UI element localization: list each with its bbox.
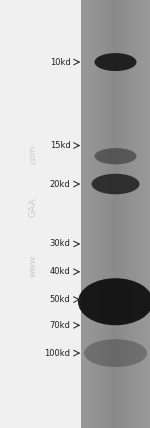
Text: 15kd: 15kd	[50, 141, 70, 150]
Bar	[103, 0, 104, 428]
Text: 70kd: 70kd	[50, 321, 70, 330]
Bar	[119, 0, 120, 428]
Bar	[102, 0, 103, 428]
Text: 10kd: 10kd	[50, 57, 70, 67]
Bar	[136, 0, 137, 428]
Bar	[83, 0, 84, 428]
Bar	[97, 0, 98, 428]
Bar	[138, 0, 140, 428]
Bar	[114, 0, 116, 428]
Text: 50kd: 50kd	[50, 295, 70, 304]
Bar	[109, 0, 110, 428]
Bar	[129, 0, 130, 428]
Bar	[96, 0, 97, 428]
Text: GAA.: GAA.	[28, 194, 38, 217]
Bar	[141, 0, 142, 428]
Bar	[140, 0, 141, 428]
Bar	[118, 0, 119, 428]
Bar	[82, 0, 83, 428]
Bar	[104, 0, 105, 428]
Bar	[105, 0, 106, 428]
Bar	[124, 0, 125, 428]
Bar	[121, 0, 122, 428]
Bar	[93, 0, 94, 428]
Ellipse shape	[78, 278, 150, 325]
Bar	[106, 0, 107, 428]
Text: 20kd: 20kd	[50, 179, 70, 189]
Bar	[86, 0, 87, 428]
Bar	[94, 0, 95, 428]
Bar	[107, 0, 109, 428]
Bar	[137, 0, 138, 428]
Text: 100kd: 100kd	[45, 348, 70, 358]
Bar	[127, 0, 128, 428]
Text: 30kd: 30kd	[50, 239, 70, 249]
Bar	[100, 0, 102, 428]
Ellipse shape	[94, 148, 136, 164]
Bar	[122, 0, 124, 428]
Text: com: com	[28, 145, 38, 163]
Bar	[147, 0, 148, 428]
Bar	[134, 0, 135, 428]
Bar	[130, 0, 132, 428]
Bar	[98, 0, 99, 428]
Ellipse shape	[92, 174, 140, 194]
Bar	[144, 0, 145, 428]
Bar	[120, 0, 121, 428]
Bar	[145, 0, 147, 428]
Bar	[112, 0, 113, 428]
Bar	[88, 0, 89, 428]
Bar	[111, 0, 112, 428]
Bar	[135, 0, 136, 428]
Bar	[142, 0, 143, 428]
Bar	[95, 0, 96, 428]
Bar	[81, 0, 82, 428]
Bar	[116, 0, 117, 428]
Bar	[143, 0, 144, 428]
Text: 40kd: 40kd	[50, 267, 70, 276]
Bar	[128, 0, 129, 428]
Bar	[149, 0, 150, 428]
Bar	[126, 0, 127, 428]
Bar	[90, 0, 91, 428]
Bar	[99, 0, 100, 428]
Bar	[132, 0, 133, 428]
Ellipse shape	[84, 339, 147, 367]
Bar	[133, 0, 134, 428]
Bar	[113, 0, 114, 428]
Bar	[84, 0, 86, 428]
Bar	[148, 0, 149, 428]
Bar	[125, 0, 126, 428]
Bar	[89, 0, 90, 428]
Ellipse shape	[94, 53, 136, 71]
Bar	[110, 0, 111, 428]
Bar	[91, 0, 93, 428]
Bar	[87, 0, 88, 428]
Text: www.: www.	[28, 253, 38, 277]
Bar	[117, 0, 118, 428]
Bar	[0, 0, 81, 428]
